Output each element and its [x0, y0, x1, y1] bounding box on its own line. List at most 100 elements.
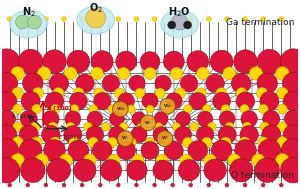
Circle shape	[279, 17, 284, 22]
Circle shape	[94, 93, 111, 110]
Circle shape	[154, 112, 168, 126]
Circle shape	[180, 154, 192, 167]
Text: V$_O$: V$_O$	[161, 135, 169, 143]
Circle shape	[98, 17, 103, 22]
Text: H$_2$O: H$_2$O	[168, 5, 191, 19]
Circle shape	[236, 92, 255, 110]
Circle shape	[223, 67, 236, 80]
Circle shape	[257, 73, 278, 94]
Circle shape	[230, 159, 253, 182]
Circle shape	[118, 93, 134, 109]
Circle shape	[18, 49, 43, 74]
Circle shape	[277, 87, 288, 99]
Circle shape	[42, 125, 60, 144]
Circle shape	[220, 137, 231, 148]
Circle shape	[109, 126, 125, 143]
Circle shape	[32, 104, 41, 114]
Circle shape	[184, 105, 192, 113]
Text: O$_2$: O$_2$	[89, 1, 103, 15]
Circle shape	[22, 73, 43, 94]
Circle shape	[164, 141, 183, 160]
Circle shape	[206, 74, 224, 92]
Circle shape	[258, 137, 269, 148]
Circle shape	[261, 183, 265, 187]
Circle shape	[62, 183, 66, 187]
Circle shape	[189, 183, 193, 187]
Circle shape	[281, 139, 300, 162]
Circle shape	[178, 160, 200, 181]
Circle shape	[168, 21, 176, 29]
Circle shape	[83, 154, 96, 167]
Circle shape	[242, 122, 252, 131]
Circle shape	[207, 122, 216, 131]
Circle shape	[25, 17, 30, 22]
Circle shape	[64, 67, 77, 80]
Circle shape	[131, 127, 147, 143]
Circle shape	[84, 122, 93, 131]
Circle shape	[91, 67, 103, 80]
Circle shape	[170, 67, 183, 80]
Circle shape	[65, 111, 81, 127]
Circle shape	[176, 112, 190, 126]
Circle shape	[279, 183, 283, 187]
Text: V$_{Ga}$: V$_{Ga}$	[163, 102, 172, 110]
Circle shape	[32, 88, 44, 99]
Circle shape	[13, 122, 22, 132]
Circle shape	[225, 183, 229, 187]
Circle shape	[152, 183, 157, 187]
Circle shape	[31, 137, 42, 148]
Circle shape	[204, 154, 217, 167]
Circle shape	[166, 93, 182, 109]
Circle shape	[234, 50, 257, 73]
Circle shape	[188, 17, 193, 22]
Circle shape	[260, 122, 269, 132]
Circle shape	[255, 158, 279, 182]
Circle shape	[87, 111, 103, 126]
Circle shape	[190, 122, 198, 131]
Circle shape	[73, 88, 84, 99]
Circle shape	[276, 67, 289, 80]
Circle shape	[80, 17, 85, 22]
Circle shape	[86, 8, 106, 28]
Circle shape	[38, 67, 51, 80]
Circle shape	[202, 105, 211, 113]
Circle shape	[92, 141, 112, 160]
Circle shape	[0, 91, 16, 111]
Circle shape	[69, 137, 80, 148]
Circle shape	[160, 98, 176, 114]
Circle shape	[21, 158, 45, 182]
Circle shape	[256, 88, 268, 99]
Circle shape	[114, 88, 124, 98]
Circle shape	[213, 92, 230, 110]
Circle shape	[26, 183, 30, 187]
Text: V$_O$: V$_O$	[144, 119, 152, 127]
Circle shape	[165, 105, 173, 113]
Circle shape	[243, 183, 247, 187]
Circle shape	[277, 137, 288, 148]
Circle shape	[219, 111, 235, 127]
Circle shape	[155, 123, 163, 131]
Circle shape	[188, 141, 208, 160]
Circle shape	[134, 183, 138, 187]
Circle shape	[231, 74, 251, 93]
Circle shape	[175, 126, 191, 143]
Circle shape	[241, 111, 257, 127]
Circle shape	[280, 157, 300, 183]
Text: a [100]: a [100]	[47, 105, 72, 110]
Circle shape	[221, 105, 230, 113]
Circle shape	[70, 105, 79, 113]
Circle shape	[8, 183, 12, 187]
Circle shape	[116, 17, 121, 22]
Circle shape	[98, 183, 102, 187]
Circle shape	[259, 104, 268, 114]
Circle shape	[172, 14, 188, 30]
Circle shape	[257, 49, 282, 74]
Circle shape	[19, 139, 42, 162]
Circle shape	[180, 75, 198, 92]
Circle shape	[260, 92, 279, 111]
Circle shape	[102, 75, 120, 92]
Circle shape	[89, 105, 98, 113]
Circle shape	[112, 101, 128, 117]
Circle shape	[47, 159, 70, 182]
Circle shape	[176, 88, 186, 98]
